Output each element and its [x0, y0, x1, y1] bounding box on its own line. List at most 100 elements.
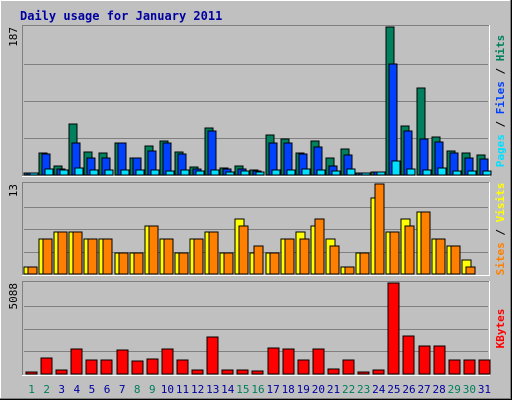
- bar-sites-day-22: [344, 266, 355, 275]
- bar-kbytes-day-23: [357, 371, 370, 375]
- bar-sites-day-3: [57, 231, 68, 275]
- series-axis-label-part: /: [494, 61, 507, 81]
- bar-pages-day-22: [346, 168, 356, 176]
- bar-sites-day-15: [238, 225, 249, 275]
- bar-kbytes-day-25: [387, 282, 400, 375]
- series-axis-label: Sites / Visits: [494, 183, 507, 276]
- x-tick-label: 11: [176, 383, 189, 396]
- x-axis-labels: 1 2 3 4 5 6 7 8 9 10 11 12 13 14 15 16 17 18 19 20 21 22 23 24 2…: [28, 383, 491, 396]
- bar-kbytes-day-4: [70, 348, 83, 375]
- bar-pages-day-1: [29, 172, 39, 176]
- bar-sites-day-24: [374, 183, 385, 275]
- bar-pages-day-26: [406, 168, 416, 176]
- bar-kbytes-day-16: [251, 370, 264, 375]
- bar-kbytes-day-13: [206, 336, 219, 375]
- bar-pages-day-13: [210, 169, 220, 176]
- bar-kbytes-day-28: [433, 345, 446, 375]
- chart-title: Daily usage for January 2011: [20, 9, 222, 23]
- x-tick-label: 16: [251, 383, 264, 396]
- bar-kbytes-day-14: [221, 369, 234, 375]
- bar-pages-day-21: [331, 170, 341, 176]
- x-tick-label: 3: [58, 383, 65, 396]
- bar-pages-day-5: [89, 169, 99, 176]
- bar-pages-day-14: [225, 171, 235, 176]
- bar-pages-day-23: [361, 172, 371, 176]
- x-tick-label: 12: [191, 383, 204, 396]
- x-tick-label: 19: [297, 383, 310, 396]
- bar-sites-day-30: [465, 266, 476, 275]
- bar-sites-day-13: [208, 231, 219, 275]
- x-tick-label: 25: [387, 383, 400, 396]
- x-tick-label: 14: [221, 383, 235, 396]
- bar-pages-day-19: [301, 168, 311, 176]
- bar-sites-day-1: [27, 266, 38, 275]
- x-tick-label: 8: [134, 383, 141, 396]
- bar-kbytes-day-27: [418, 345, 431, 375]
- bar-pages-day-25: [391, 160, 401, 176]
- x-tick-label: 1: [28, 383, 35, 396]
- bar-pages-day-4: [74, 167, 84, 176]
- bar-kbytes-day-11: [176, 359, 189, 375]
- y-max-label: 13: [7, 184, 20, 197]
- bar-kbytes-day-15: [236, 369, 249, 375]
- y-max-label: 5088: [7, 283, 20, 310]
- x-tick-label: 18: [282, 383, 295, 396]
- bar-kbytes-day-8: [131, 360, 144, 375]
- bar-pages-day-28: [437, 167, 447, 176]
- bar-pages-day-2: [44, 168, 54, 176]
- bar-kbytes-day-22: [342, 359, 355, 375]
- x-tick-label: 23: [357, 383, 370, 396]
- series-axis-label-part: KBytes: [494, 309, 507, 349]
- bar-kbytes-day-7: [116, 349, 129, 375]
- hits-files-pages-panel: 187 Pages / Files / Hits: [7, 25, 507, 177]
- bar-sites-day-29: [450, 245, 461, 275]
- x-tick-label: 7: [119, 383, 126, 396]
- series-axis-label-part: /: [494, 114, 507, 134]
- bar-pages-day-31: [482, 170, 492, 176]
- series-axis-label-part: Files: [494, 81, 507, 114]
- bar-sites-day-19: [299, 238, 310, 275]
- x-tick-label: 5: [89, 383, 96, 396]
- x-tick-label: 27: [417, 383, 430, 396]
- bar-kbytes-day-30: [463, 359, 476, 375]
- bar-pages-day-12: [195, 170, 205, 176]
- x-tick-label: 2: [43, 383, 50, 396]
- x-tick-label: 26: [402, 383, 415, 396]
- bar-pages-day-11: [180, 169, 190, 176]
- bar-kbytes-day-18: [282, 348, 295, 375]
- bar-sites-day-9: [148, 225, 159, 275]
- bar-kbytes-day-29: [448, 359, 461, 375]
- bar-pages-day-30: [467, 170, 477, 176]
- x-tick-label: 30: [463, 383, 476, 396]
- bar-sites-day-14: [223, 252, 234, 275]
- bar-sites-day-18: [284, 238, 295, 275]
- bar-sites-day-20: [314, 218, 325, 275]
- x-tick-label: 31: [478, 383, 491, 396]
- bar-files-day-13: [207, 130, 217, 176]
- series-axis-label: Pages / Files / Hits: [494, 35, 507, 168]
- bar-pages-day-29: [452, 170, 462, 176]
- bar-pages-day-17: [271, 169, 281, 176]
- bar-kbytes-day-9: [146, 358, 159, 375]
- bar-files-day-10: [162, 142, 172, 176]
- bar-pages-day-15: [240, 170, 250, 176]
- bar-kbytes-day-12: [191, 369, 204, 375]
- bar-sites-day-28: [435, 238, 446, 275]
- x-tick-label: 24: [372, 383, 386, 396]
- x-tick-label: 21: [327, 383, 340, 396]
- bar-kbytes-day-6: [100, 359, 113, 375]
- bar-sites-day-17: [269, 252, 280, 275]
- bar-pages-day-7: [120, 169, 130, 176]
- bar-sites-day-8: [133, 252, 144, 275]
- bar-kbytes-day-21: [327, 368, 340, 375]
- x-tick-label: 9: [149, 383, 156, 396]
- x-tick-label: 22: [342, 383, 355, 396]
- bar-kbytes-day-5: [85, 359, 98, 375]
- bar-kbytes-day-2: [40, 357, 53, 375]
- bar-sites-day-12: [193, 238, 204, 275]
- bar-kbytes-day-24: [372, 369, 385, 375]
- x-tick-label: 13: [206, 383, 219, 396]
- bar-sites-day-26: [404, 225, 415, 275]
- bar-sites-day-27: [420, 211, 431, 275]
- x-tick-label: 28: [433, 383, 446, 396]
